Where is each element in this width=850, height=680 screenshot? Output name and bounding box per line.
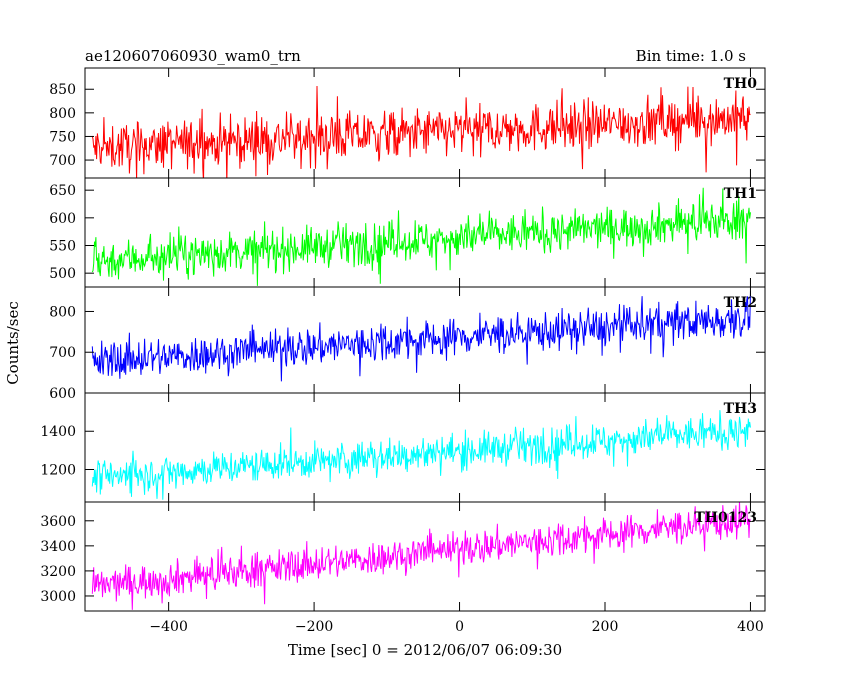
- panel-frame-th3: [84, 392, 766, 503]
- y-tick-label: 3400: [40, 539, 76, 555]
- y-tick-label: 600: [49, 211, 76, 227]
- panel-name-th0: TH0: [724, 76, 758, 92]
- y-tick-label: 1200: [40, 462, 76, 478]
- panel-name-th2: TH2: [724, 295, 757, 311]
- y-tick-label: 700: [49, 153, 76, 169]
- x-tick-label: 400: [737, 619, 764, 635]
- y-tick-label: 650: [49, 183, 76, 199]
- y-tick-label: 800: [49, 304, 76, 320]
- y-axis-label: Counts/sec: [4, 301, 22, 385]
- x-tick-label: −200: [295, 619, 333, 635]
- y-tick-label: 550: [49, 239, 76, 255]
- x-tick-label: 0: [455, 619, 464, 635]
- plot-title: ae120607060930_wam0_trn: [85, 47, 301, 65]
- y-tick-label: 1400: [40, 424, 76, 440]
- y-tick-label: 500: [49, 266, 76, 282]
- series-trace-th0123: [91, 502, 751, 610]
- y-tick-label: 3200: [40, 564, 76, 580]
- y-tick-label: 3000: [40, 589, 76, 605]
- panels-group: TH0 700 750 800 850 TH1 500 550 600 650 TH2 600 700 8…: [40, 67, 766, 635]
- panel-frame-th0123: [84, 501, 766, 612]
- panel-name-th3: TH3: [724, 401, 757, 417]
- series-trace-th0: [91, 85, 751, 178]
- bin-time-label: Bin time: 1.0 s: [636, 47, 746, 65]
- series-trace-th3: [91, 410, 751, 500]
- panel-name-th0123: TH0123: [694, 510, 757, 526]
- y-tick-label: 600: [49, 386, 76, 402]
- y-tick-label: 750: [49, 129, 76, 145]
- x-tick-label: 200: [592, 619, 619, 635]
- y-tick-label: 850: [49, 82, 76, 98]
- y-tick-label: 700: [49, 345, 76, 361]
- series-trace-th2: [91, 290, 751, 382]
- series-trace-th1: [91, 187, 751, 286]
- x-axis-label: Time [sec] 0 = 2012/06/07 06:09:30: [288, 641, 562, 659]
- panel-name-th1: TH1: [724, 186, 757, 202]
- y-tick-label: 800: [49, 106, 76, 122]
- x-tick-label: −400: [149, 619, 187, 635]
- y-tick-label: 3600: [40, 514, 76, 530]
